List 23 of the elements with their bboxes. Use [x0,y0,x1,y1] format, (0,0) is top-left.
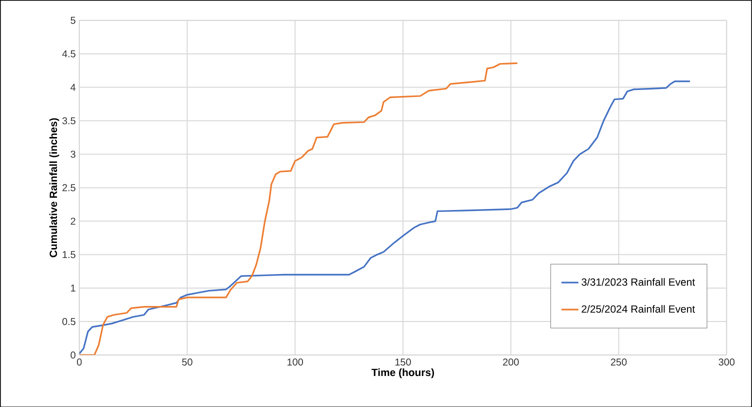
y-tick-label: 2 [70,218,76,224]
x-tick-label: 100 [288,358,304,366]
x-tick-label: 250 [610,358,627,366]
y-axis-title: Cumulative Rainfall (inches) [49,118,60,258]
x-tick-label: 150 [395,358,411,366]
y-tick-label: 2.5 [62,184,76,192]
y-tick-label: 1.5 [62,250,76,258]
y-tick-label: 5 [70,16,76,24]
y-tick-label: 0.5 [62,318,76,325]
y-tick-label: 4.5 [62,50,76,58]
x-tick-label: 50 [182,358,192,366]
x-tick-label: 200 [503,358,519,366]
y-tick-label: 0 [70,351,76,358]
y-tick-label: 3 [70,150,76,158]
y-tick-label: 1 [71,284,76,292]
x-axis-title: Time (hours) [372,368,434,378]
line-series [79,62,518,355]
y-tick-label: 4 [70,84,76,91]
x-tick-label: 0 [76,358,82,366]
x-tick-label: 300 [718,358,735,366]
y-tick-label: 3.5 [62,117,76,124]
legend-label: 2/25/2024 Rainfall Event [582,304,695,313]
legend-label: 3/31/2023 Rainfall Event [582,278,695,286]
